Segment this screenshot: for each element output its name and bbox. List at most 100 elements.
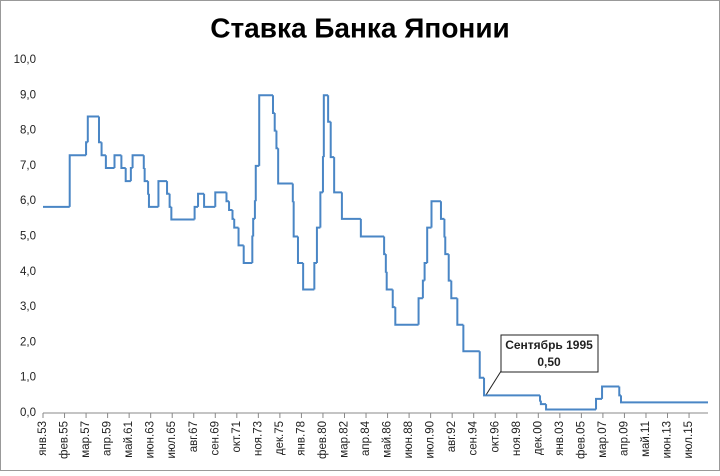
- x-tick-label: фев.80: [317, 421, 329, 459]
- x-tick-label: апр.09: [618, 421, 630, 456]
- y-tick-label: 10,0: [14, 54, 36, 66]
- x-tick-label: июн.88: [403, 421, 415, 458]
- x-tick-label: сен.94: [468, 420, 480, 455]
- step-segment: [142, 155, 145, 170]
- step-segment: [124, 168, 131, 183]
- x-tick-label: ноя.73: [252, 421, 264, 456]
- x-tick-label: янв.53: [37, 421, 49, 456]
- step-segment: [385, 271, 393, 291]
- x-tick-label: апр.59: [102, 421, 114, 456]
- x-tick-label: май.11: [640, 421, 652, 457]
- x-tick-label: сен.69: [209, 421, 221, 455]
- step-segment: [86, 115, 99, 143]
- step-segment: [322, 94, 329, 158]
- x-tick-label: окт.96: [489, 421, 501, 453]
- step-segment: [321, 156, 324, 193]
- x-tick-label: окт.71: [231, 421, 243, 453]
- annotation-leader: [485, 367, 504, 396]
- x-tick-label: мар.57: [80, 421, 92, 458]
- step-segment: [595, 397, 603, 410]
- y-tick-label: 5,0: [20, 231, 36, 243]
- step-segment: [143, 168, 149, 183]
- step-segment: [483, 377, 541, 397]
- step-segment: [254, 164, 260, 202]
- x-tick-label: июл.90: [425, 421, 437, 459]
- y-tick-label: 9,0: [20, 89, 36, 101]
- step-segment: [462, 324, 480, 353]
- step-segment: [450, 280, 458, 300]
- step-segment: [545, 404, 597, 411]
- step-segment: [619, 395, 708, 404]
- x-tick-label: дек.75: [274, 421, 286, 455]
- step-segment: [214, 191, 227, 207]
- x-tick-label: май.61: [123, 421, 135, 458]
- step-segment: [315, 226, 321, 263]
- step-segment: [478, 351, 485, 379]
- step-segment: [601, 385, 620, 399]
- step-segment: [340, 192, 361, 220]
- step-segment: [277, 148, 293, 185]
- step-segment: [233, 218, 239, 229]
- step-segment: [439, 201, 445, 220]
- step-segment: [147, 193, 159, 208]
- x-tick-label: июн.13: [662, 421, 674, 458]
- y-tick-label: 0,0: [20, 407, 36, 419]
- step-segment: [203, 193, 216, 208]
- step-segment: [242, 245, 253, 264]
- step-segment: [113, 154, 122, 169]
- y-tick-label: 1,0: [20, 372, 36, 384]
- x-tick-label: июл.15: [683, 421, 695, 459]
- step-segment: [147, 181, 150, 195]
- y-tick-label: 8,0: [20, 125, 36, 137]
- step-segment: [539, 395, 542, 402]
- x-tick-label: июн.63: [145, 421, 157, 458]
- step-segment: [456, 298, 464, 326]
- step-segment: [68, 154, 87, 207]
- step-segment: [228, 201, 233, 212]
- x-tick-label: дек.00: [532, 421, 544, 455]
- step-segment: [333, 157, 342, 194]
- step-segment: [384, 254, 387, 273]
- x-tick-label: янв.03: [554, 421, 566, 456]
- step-segment: [251, 235, 254, 263]
- annotation-box: [500, 334, 599, 373]
- x-tick-label: янв.78: [295, 421, 307, 456]
- x-tick-label: июл.65: [166, 421, 178, 459]
- step-segment: [253, 200, 256, 219]
- step-segment: [197, 192, 205, 207]
- x-tick-label: мар.82: [339, 421, 351, 458]
- y-tick-label: 3,0: [20, 301, 36, 313]
- x-tick-label: фев.05: [575, 421, 587, 459]
- step-segment: [292, 201, 298, 238]
- x-tick-label: авг.67: [188, 421, 200, 452]
- step-segment: [157, 180, 168, 207]
- annotation-label: 0,50: [537, 355, 561, 369]
- y-tick-label: 2,0: [20, 336, 36, 348]
- step-segment: [329, 121, 335, 159]
- x-tick-label: ноя.98: [511, 421, 523, 456]
- step-segment: [131, 154, 144, 169]
- step-segment: [443, 218, 446, 238]
- step-segment: [394, 307, 419, 326]
- annotation-text: Сентябрь 1995: [505, 338, 593, 352]
- step-segment: [539, 400, 547, 406]
- y-tick-label: 7,0: [20, 160, 36, 172]
- y-tick-label: 4,0: [20, 266, 36, 278]
- step-segment: [120, 155, 126, 170]
- chart-title: Ставка Банка Японии: [210, 12, 510, 43]
- step-segment: [302, 262, 315, 291]
- step-segment: [426, 226, 432, 263]
- step-segment: [258, 94, 273, 166]
- x-tick-label: авг.92: [446, 421, 458, 452]
- step-segment: [444, 236, 449, 256]
- step-segment: [170, 206, 195, 221]
- x-tick-label: апр.84: [360, 420, 372, 456]
- step-segment: [237, 227, 244, 247]
- step-segment: [417, 297, 423, 325]
- step-segment: [359, 218, 385, 238]
- x-tick-label: май.86: [382, 421, 394, 458]
- step-segment: [100, 142, 106, 157]
- step-segment: [291, 183, 294, 203]
- y-tick-label: 6,0: [20, 195, 36, 207]
